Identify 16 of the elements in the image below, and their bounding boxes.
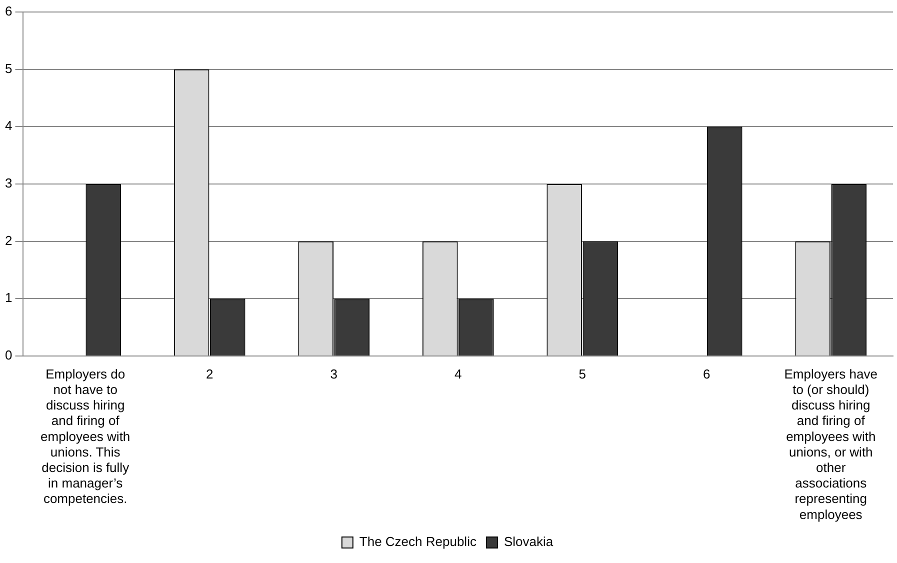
x-tick-label: 3 — [330, 366, 338, 382]
legend-label: The Czech Republic — [359, 534, 477, 550]
y-tick-label: 6 — [4, 4, 12, 19]
x-tick-label: 4 — [454, 366, 462, 382]
y-tick-label: 4 — [4, 118, 12, 134]
x-tick-label: 6 — [703, 366, 710, 382]
category-label: Employers do not have to discuss hiring and firing of employees with unions. This decision is fully in manager’s competencies. — [40, 366, 130, 506]
y-tick-label: 2 — [4, 232, 12, 248]
y-tick-label: 3 — [4, 176, 12, 191]
y-tick-label: 0 — [4, 348, 12, 363]
x-tick-label: 5 — [578, 366, 586, 382]
y-tick-label: 5 — [4, 60, 12, 76]
y-tick-label: 1 — [4, 290, 12, 306]
x-tick-label: 2 — [206, 366, 214, 382]
legend-label: Slovakia — [504, 534, 554, 550]
category-label: Employers have to (or should) discuss hiring and firing of employees with unions, or with other associations representing employees — [784, 366, 878, 522]
